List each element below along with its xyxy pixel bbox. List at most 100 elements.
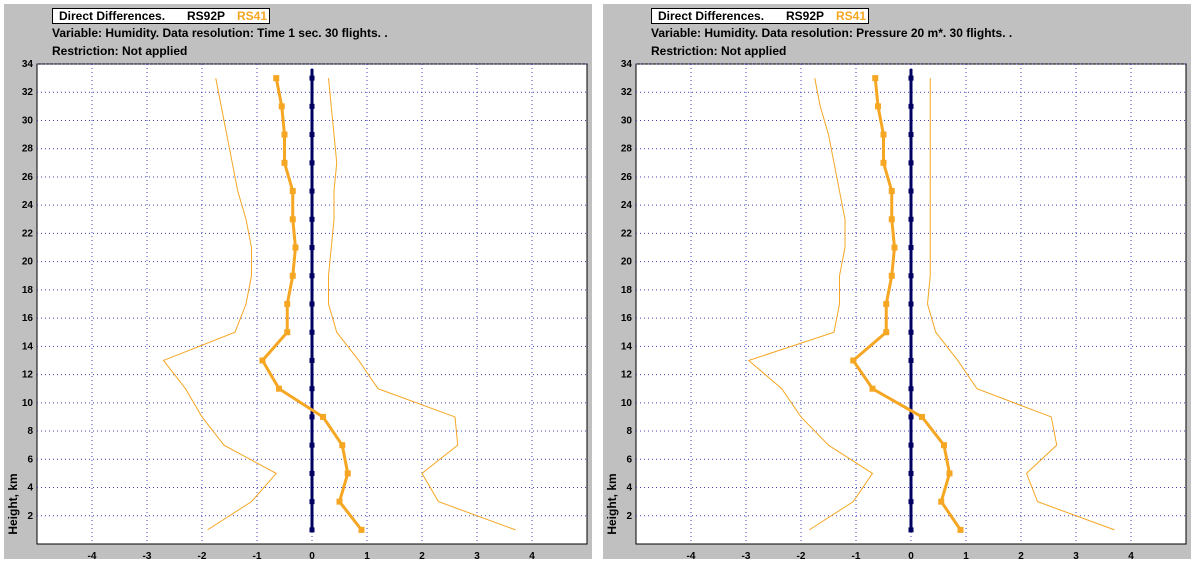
rs92p-point: [309, 499, 315, 505]
y-axis-label: Height, km: [6, 473, 20, 535]
rs41-bound-line: [162, 78, 278, 531]
rs92p-point: [309, 386, 315, 392]
rs41-point: [320, 413, 326, 420]
x-tick-label: -3: [742, 551, 751, 559]
rs92p-point: [908, 160, 914, 166]
y-tick-label: 4: [27, 483, 33, 494]
y-tick-label: 4: [626, 483, 632, 494]
y-tick-label: 24: [621, 200, 633, 211]
rs41-point: [888, 188, 895, 195]
rs92p-point: [309, 103, 315, 109]
rs92p-point: [309, 216, 315, 222]
y-tick-label: 8: [27, 426, 33, 437]
x-tick-label: -4: [88, 551, 97, 559]
rs41-point: [281, 159, 288, 166]
y-tick-label: 32: [621, 87, 633, 98]
y-tick-label: 18: [621, 285, 633, 296]
x-tick-label: 0: [908, 551, 914, 559]
rs92p-point: [309, 245, 315, 251]
y-tick-label: 26: [621, 172, 633, 183]
rs92p-point: [309, 357, 315, 363]
rs41-point: [259, 357, 266, 364]
y-tick-label: 32: [22, 87, 34, 98]
rs92p-point: [908, 329, 914, 335]
chart-panel-pressure: Direct Differences. RS92P RS41 Variable:…: [603, 4, 1191, 559]
plot-area: -4 -3 -2 -1 0 1 2 3 4246810121416182022242628303…: [22, 59, 588, 559]
y-axis-label-box: Height, km: [6, 454, 20, 554]
rs41-point: [946, 470, 953, 477]
x-tick-label: 4: [1128, 551, 1134, 559]
chart-title: Direct Differences.: [658, 9, 765, 23]
y-tick-label: 20: [22, 257, 34, 268]
rs41-point: [358, 526, 365, 533]
rs41-point: [284, 329, 291, 336]
y-tick-label: 22: [621, 228, 633, 239]
rs41-point: [875, 103, 881, 110]
rs92p-point: [309, 160, 315, 166]
rs92p-point: [309, 132, 315, 138]
rs41-point: [289, 272, 296, 279]
rs41-point: [919, 413, 925, 420]
rs92p-point: [309, 75, 315, 81]
y-tick-label: 30: [621, 115, 633, 126]
legend-rs92p: RS92P: [786, 9, 825, 23]
legend-box: Direct Differences. RS92P RS41: [651, 8, 869, 24]
y-tick-label: 2: [27, 511, 33, 522]
rs92p-point: [309, 188, 315, 194]
rs92p-point: [908, 216, 914, 222]
x-tick-label: -2: [198, 551, 207, 559]
restriction-line: Restriction: Not applied: [651, 44, 787, 58]
y-tick-label: 8: [626, 426, 632, 437]
y-axis-label-box: Height, km: [605, 454, 619, 554]
rs92p-point: [309, 442, 315, 448]
y-tick-label: 28: [621, 144, 633, 155]
variable-line: Variable: Humidity. Data resolution: Pre…: [651, 26, 1013, 40]
rs41-point: [289, 188, 296, 195]
rs41-point: [888, 216, 895, 223]
rs41-bound-line: [328, 78, 516, 531]
y-tick-label: 16: [621, 313, 633, 324]
y-tick-label: 34: [621, 59, 633, 70]
rs41-point: [872, 75, 879, 82]
y-tick-label: 10: [621, 398, 633, 409]
rs92p-point: [908, 245, 914, 251]
legend-box: Direct Differences. RS92P RS41: [52, 8, 270, 24]
x-tick-label: 3: [474, 551, 480, 559]
y-tick-label: 24: [22, 200, 34, 211]
rs41-point: [880, 131, 887, 138]
rs92p-point: [908, 75, 914, 81]
rs92p-point: [309, 527, 315, 533]
x-tick-label: -3: [143, 551, 152, 559]
rs41-point: [880, 159, 887, 166]
rs41-point: [292, 244, 299, 251]
rs92p-point: [908, 499, 914, 505]
rs41-point: [273, 75, 280, 82]
rs92p-point: [908, 357, 914, 363]
x-tick-label: -4: [687, 551, 696, 559]
rs92p-point: [309, 329, 315, 335]
y-axis-label: Height, km: [605, 473, 619, 535]
x-tick-label: -1: [253, 551, 262, 559]
y-tick-label: 20: [621, 257, 633, 268]
rs41-point: [276, 385, 282, 392]
x-tick-label: -1: [852, 551, 861, 559]
y-tick-label: 12: [621, 370, 633, 381]
y-tick-label: 16: [22, 313, 34, 324]
y-tick-label: 26: [22, 172, 34, 183]
y-tick-label: 14: [621, 341, 633, 352]
rs41-bound-line: [926, 78, 1115, 531]
y-tick-label: 30: [22, 115, 34, 126]
rs92p-point: [309, 470, 315, 476]
rs92p-point: [309, 414, 315, 420]
variable-line: Variable: Humidity. Data resolution: Tim…: [52, 26, 388, 40]
rs41-point: [938, 498, 945, 505]
rs92p-point: [309, 301, 315, 307]
restriction-line: Restriction: Not applied: [52, 44, 188, 58]
rs41-point: [284, 301, 291, 307]
rs41-point: [957, 526, 964, 533]
rs92p-point: [908, 301, 914, 307]
rs41-point: [883, 329, 890, 336]
rs41-point: [883, 301, 890, 307]
rs92p-point: [908, 386, 914, 392]
rs41-point: [941, 442, 947, 449]
